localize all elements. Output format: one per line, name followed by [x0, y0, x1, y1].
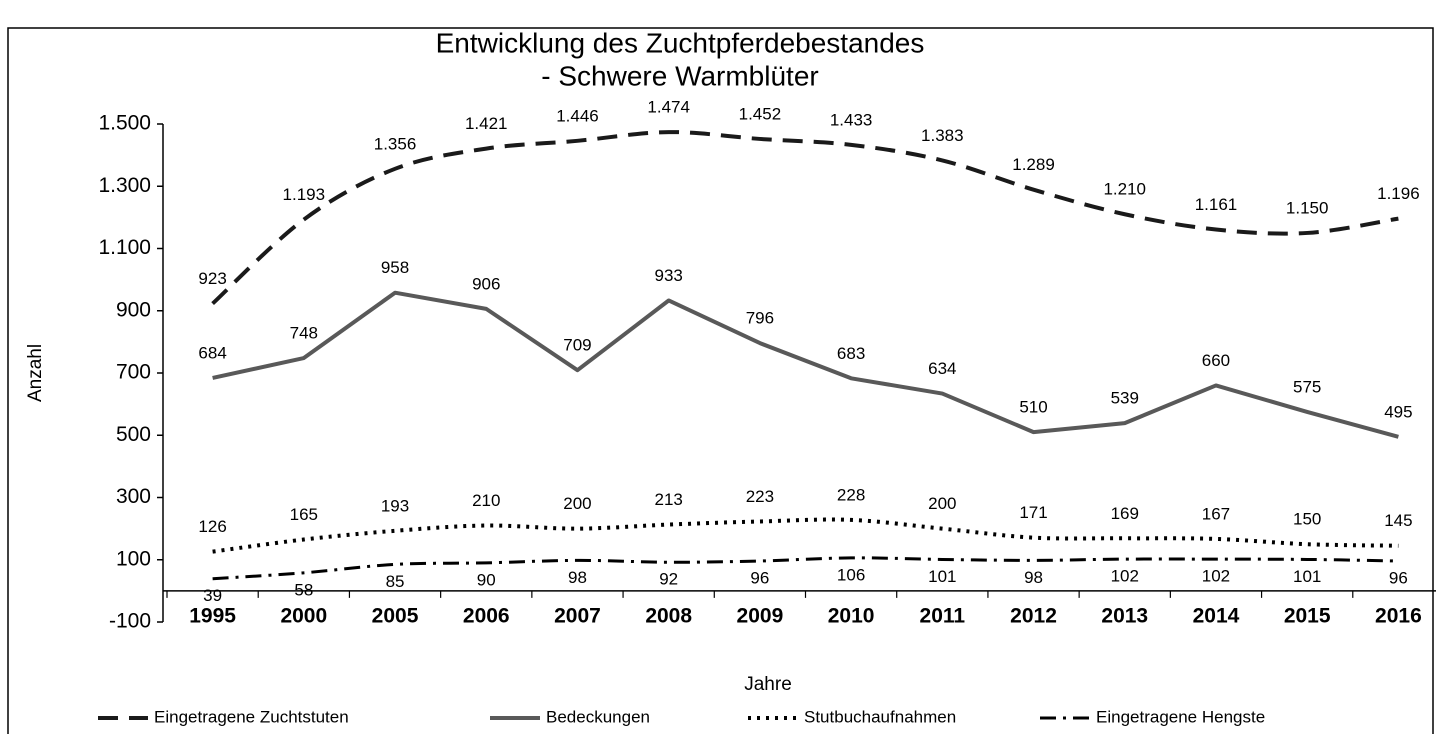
data-label: 200	[928, 494, 956, 513]
x-tick-label: 2009	[737, 605, 784, 628]
chart-title: Entwicklung des Zuchtpferdebestandes	[436, 27, 925, 58]
data-label: 102	[1111, 567, 1139, 586]
x-tick-label: 2014	[1193, 605, 1240, 628]
data-label: 684	[198, 343, 226, 362]
y-tick-label: -100	[109, 610, 151, 633]
data-label: 223	[746, 487, 774, 506]
data-label: 958	[381, 258, 409, 277]
data-label: 1.433	[830, 110, 873, 129]
data-label: 683	[837, 344, 865, 363]
legend-label: Eingetragene Hengste	[1096, 707, 1265, 726]
data-label: 193	[381, 496, 409, 515]
data-label: 1.193	[283, 185, 326, 204]
y-tick-label: 1.300	[98, 174, 151, 197]
data-label: 228	[837, 485, 865, 504]
data-label: 58	[294, 580, 313, 599]
data-label: 101	[928, 567, 956, 586]
data-label: 634	[928, 359, 956, 378]
data-label: 575	[1293, 377, 1321, 396]
data-label: 1.421	[465, 114, 508, 133]
series-line	[212, 517, 1399, 554]
data-label: 126	[198, 517, 226, 536]
data-label: 210	[472, 491, 500, 510]
data-label: 1.196	[1377, 184, 1420, 203]
x-tick-label: 2013	[1101, 605, 1148, 628]
y-tick-label: 300	[116, 485, 151, 508]
legend-label: Stutbuchaufnahmen	[804, 707, 956, 726]
series-line	[212, 290, 1399, 439]
data-label: 1.452	[739, 104, 782, 123]
x-tick-label: 2015	[1284, 605, 1331, 628]
data-label: 539	[1111, 389, 1139, 408]
data-label: 923	[198, 269, 226, 288]
data-label: 1.356	[374, 134, 417, 153]
data-label: 1.289	[1012, 155, 1055, 174]
data-label: 1.383	[921, 126, 964, 145]
data-label: 796	[746, 309, 774, 328]
y-tick-label: 700	[116, 361, 151, 384]
y-tick-label: 900	[116, 298, 151, 321]
data-label: 96	[750, 568, 769, 587]
x-tick-label: 1995	[189, 605, 236, 628]
data-label: 933	[654, 266, 682, 285]
x-tick-label: 2007	[554, 605, 601, 628]
x-tick-label: 2005	[372, 605, 419, 628]
x-axis-title: Jahre	[744, 674, 792, 695]
data-label: 96	[1389, 568, 1408, 587]
data-label: 1.446	[556, 106, 599, 125]
x-tick-label: 2012	[1010, 605, 1057, 628]
x-tick-label: 2016	[1375, 605, 1422, 628]
data-label: 102	[1202, 567, 1230, 586]
data-label: 510	[1019, 398, 1047, 417]
y-tick-label: 100	[116, 547, 151, 570]
data-label: 145	[1384, 511, 1412, 530]
data-label: 98	[1024, 568, 1043, 587]
legend-label: Eingetragene Zuchtstuten	[154, 707, 349, 726]
x-tick-label: 2011	[920, 605, 966, 628]
data-label: 98	[568, 568, 587, 587]
y-tick-label: 500	[116, 423, 151, 446]
data-label: 167	[1202, 504, 1230, 523]
data-label: 748	[290, 324, 318, 343]
data-label: 1.210	[1103, 180, 1146, 199]
data-label: 200	[563, 494, 591, 513]
series-line	[212, 556, 1399, 581]
data-label: 709	[563, 336, 591, 355]
data-label: 169	[1111, 504, 1139, 523]
data-label: 1.150	[1286, 198, 1329, 217]
data-label: 39	[203, 586, 222, 605]
data-label: 85	[386, 572, 405, 591]
legend-label: Bedeckungen	[546, 707, 650, 726]
data-label: 92	[659, 570, 678, 589]
data-label: 106	[837, 565, 865, 584]
y-axis-title: Anzahl	[25, 344, 46, 402]
data-label: 213	[654, 490, 682, 509]
data-label: 90	[477, 570, 496, 589]
x-tick-label: 2000	[280, 605, 327, 628]
data-label: 171	[1019, 503, 1047, 522]
x-tick-label: 2010	[828, 605, 875, 628]
data-label: 101	[1293, 567, 1321, 586]
data-label: 495	[1384, 402, 1412, 421]
y-tick-label: 1.500	[98, 112, 151, 135]
data-label: 1.161	[1195, 195, 1238, 214]
chart-subtitle: - Schwere Warmblüter	[541, 60, 818, 91]
data-label: 660	[1202, 351, 1230, 370]
x-tick-label: 2008	[645, 605, 692, 628]
data-label: 165	[290, 505, 318, 524]
x-tick-label: 2006	[463, 605, 510, 628]
y-tick-label: 1.100	[98, 236, 151, 259]
data-label: 150	[1293, 510, 1321, 529]
data-label: 906	[472, 274, 500, 293]
series-line	[211, 130, 1399, 306]
data-label: 1.474	[647, 98, 690, 117]
frame	[7, 27, 1434, 734]
